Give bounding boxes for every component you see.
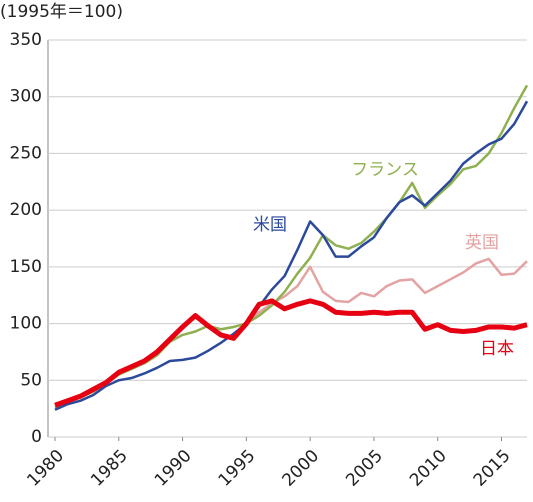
x-tick-label: 2000 <box>278 446 323 491</box>
x-tick-label: 1990 <box>151 446 196 491</box>
unit-label: (1995年＝100) <box>0 2 123 22</box>
y-tick-label: 200 <box>10 200 42 220</box>
x-tick-label: 1980 <box>23 446 68 491</box>
series-label: 英国 <box>465 233 499 253</box>
x-tick-label: 2010 <box>406 446 451 491</box>
series-line <box>54 100 529 411</box>
y-tick-label: 350 <box>10 30 42 50</box>
series-label: フランス <box>351 160 419 180</box>
y-tick-label: 150 <box>10 257 42 277</box>
series-line <box>54 298 528 408</box>
series-label: 日本 <box>480 339 514 359</box>
series-line <box>245 257 528 325</box>
y-tick-label: 300 <box>10 87 42 107</box>
series-line <box>54 84 529 409</box>
y-tick-label: 0 <box>31 427 42 447</box>
x-tick-label: 1985 <box>87 446 132 491</box>
x-tick-label: 2015 <box>470 446 515 491</box>
x-tick-label: 2005 <box>342 446 387 491</box>
y-tick-label: 250 <box>10 143 42 163</box>
x-tick-label: 1995 <box>215 446 260 491</box>
y-tick-label: 100 <box>10 314 42 334</box>
y-tick-label: 50 <box>20 370 42 390</box>
series-label: 米国 <box>253 215 287 235</box>
